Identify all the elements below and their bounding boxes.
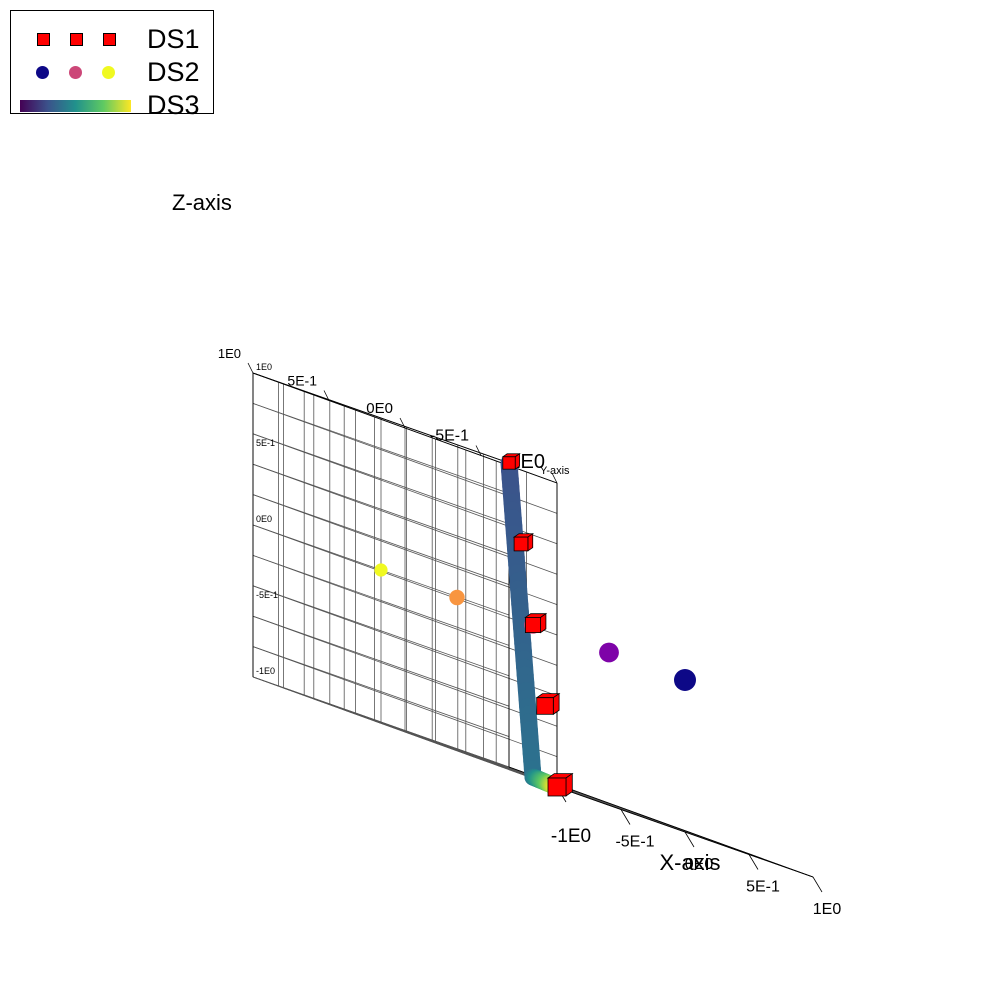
- ds2-point: [674, 669, 696, 691]
- legend-item-ds1: DS1: [11, 24, 215, 54]
- legend-ds1-square-icon: [70, 33, 83, 46]
- legend-ds3-gradient-icon: [20, 100, 131, 112]
- legend-item-ds3: DS3: [11, 90, 215, 120]
- x-tick-label: 5E-1: [746, 879, 780, 896]
- x-tick-mark: [620, 809, 631, 825]
- legend-ds2-dot-icon: [102, 66, 115, 79]
- y-tick-label: 5E-1: [256, 438, 275, 448]
- grid-line: [252, 494, 510, 585]
- grid-line: [252, 524, 558, 636]
- z-tick-mark: [323, 390, 330, 401]
- ds2-point: [374, 563, 388, 577]
- grid-line: [252, 463, 510, 555]
- y-tick-label: -5E-1: [256, 590, 278, 600]
- ds2-point: [449, 589, 465, 606]
- legend: DS1 DS2 DS3: [10, 10, 215, 120]
- z-tick-mark: [399, 417, 406, 429]
- x-axis-label: X-axis: [659, 850, 720, 875]
- z-tick-label: 5E-1: [287, 373, 317, 389]
- ds1-cube: [546, 772, 574, 797]
- legend-label-ds2: DS2: [147, 57, 200, 87]
- grid-line: [252, 433, 510, 525]
- z-tick-label: -5E-1: [430, 428, 469, 445]
- tick-labels: -1E0 -5E-10E05E-11E01E05E-10E0-5E-1-1E0-1…: [218, 346, 841, 918]
- legend-ds2-dot-icon: [69, 66, 82, 79]
- ds1-cube: [501, 452, 521, 470]
- x-tick-label: -5E-1: [615, 834, 654, 851]
- z-tick-label: 0E0: [366, 400, 393, 417]
- x-tick-label: -1E0: [551, 826, 591, 847]
- ds2-point: [599, 642, 619, 663]
- ds1-cube: [535, 692, 561, 716]
- legend-ds2-dot-icon: [36, 66, 49, 79]
- legend-ds1-square-icon: [103, 33, 116, 46]
- x-tick-label: 1E0: [813, 901, 842, 918]
- x-tick-mark: [812, 876, 823, 893]
- y-tick-label: -1E0: [256, 666, 275, 676]
- legend-item-ds2: DS2: [11, 57, 215, 87]
- grid-line: [252, 463, 558, 575]
- legend-ds1-square-icon: [37, 33, 50, 46]
- z-axis-label: Z-axis: [172, 190, 232, 215]
- ds1-cube: [524, 612, 548, 634]
- x-tick-mark: [748, 854, 759, 870]
- series-ds1: [501, 452, 574, 797]
- x-tick-label: 0E0: [685, 856, 714, 873]
- x-tick-mark: [684, 831, 695, 848]
- ds1-cube: [512, 532, 534, 552]
- grid-line: [252, 403, 510, 494]
- z-tick-label: 1E0: [218, 346, 241, 361]
- y-axis-label: Y-axis: [540, 465, 570, 477]
- legend-label-ds3: DS3: [147, 90, 200, 120]
- z-tick-mark: [551, 472, 558, 484]
- axis-labels: X-axis Z-axis Y-axis: [172, 190, 721, 875]
- z-tick-mark: [475, 445, 482, 456]
- y-tick-label: 0E0: [256, 514, 272, 524]
- legend-label-ds1: DS1: [147, 24, 200, 54]
- y-tick-label: 1E0: [256, 362, 272, 372]
- z-tick-mark: [247, 362, 254, 374]
- grid-line: [252, 494, 558, 605]
